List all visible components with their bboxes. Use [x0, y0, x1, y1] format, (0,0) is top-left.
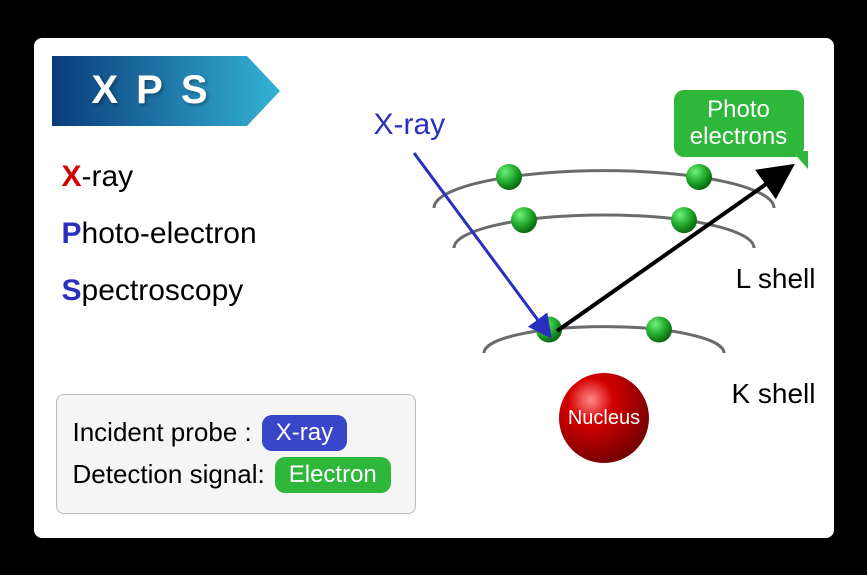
atom-diagram: X-ray Photoelectrons L shell K shell [394, 98, 814, 518]
legend-box: Incident probe : X-ray Detection signal:… [56, 394, 416, 514]
legend-incident-label: Incident probe : [73, 417, 252, 448]
electron-shells [434, 170, 774, 352]
term-xray-hl: X [62, 160, 82, 193]
xray-arrow-icon [414, 153, 549, 335]
l-shell-label: L shell [736, 263, 816, 295]
title-banner: XPS [52, 56, 282, 126]
diagram-svg: Nucleus [394, 98, 814, 518]
legend-row-incident: Incident probe : X-ray [73, 415, 399, 451]
photoelectrons-text: Photoelectrons [690, 96, 787, 151]
legend-incident-pill: X-ray [262, 415, 347, 451]
electrons-group [496, 163, 712, 342]
term-xray-rest: -ray [82, 160, 134, 193]
legend-detection-pill: Electron [275, 457, 391, 493]
k-shell-label: K shell [731, 378, 815, 410]
term-xray: X-ray [62, 148, 257, 205]
term-spectroscopy-rest: pectroscopy [82, 274, 244, 307]
term-photoelectron: Photo-electron [62, 205, 257, 262]
legend-detection-label: Detection signal: [73, 459, 265, 490]
xray-label: X-ray [374, 108, 446, 142]
nucleus-label: Nucleus [567, 407, 639, 429]
banner-text: XPS [52, 56, 252, 126]
photoelectron-arrow-icon [557, 168, 789, 331]
legend-row-detection: Detection signal: Electron [73, 457, 399, 493]
term-spectroscopy-hl: S [62, 274, 82, 307]
bubble-tail-icon [792, 151, 808, 169]
acronym-terms: X-ray Photo-electron Spectroscopy [62, 148, 257, 319]
photoelectrons-bubble: Photoelectrons [674, 90, 804, 157]
term-spectroscopy: Spectroscopy [62, 262, 257, 319]
term-photoelectron-hl: P [62, 217, 82, 250]
infographic-card: XPS X-ray Photo-electron Spectroscopy In… [34, 38, 834, 538]
term-photoelectron-rest: hoto-electron [82, 217, 257, 250]
